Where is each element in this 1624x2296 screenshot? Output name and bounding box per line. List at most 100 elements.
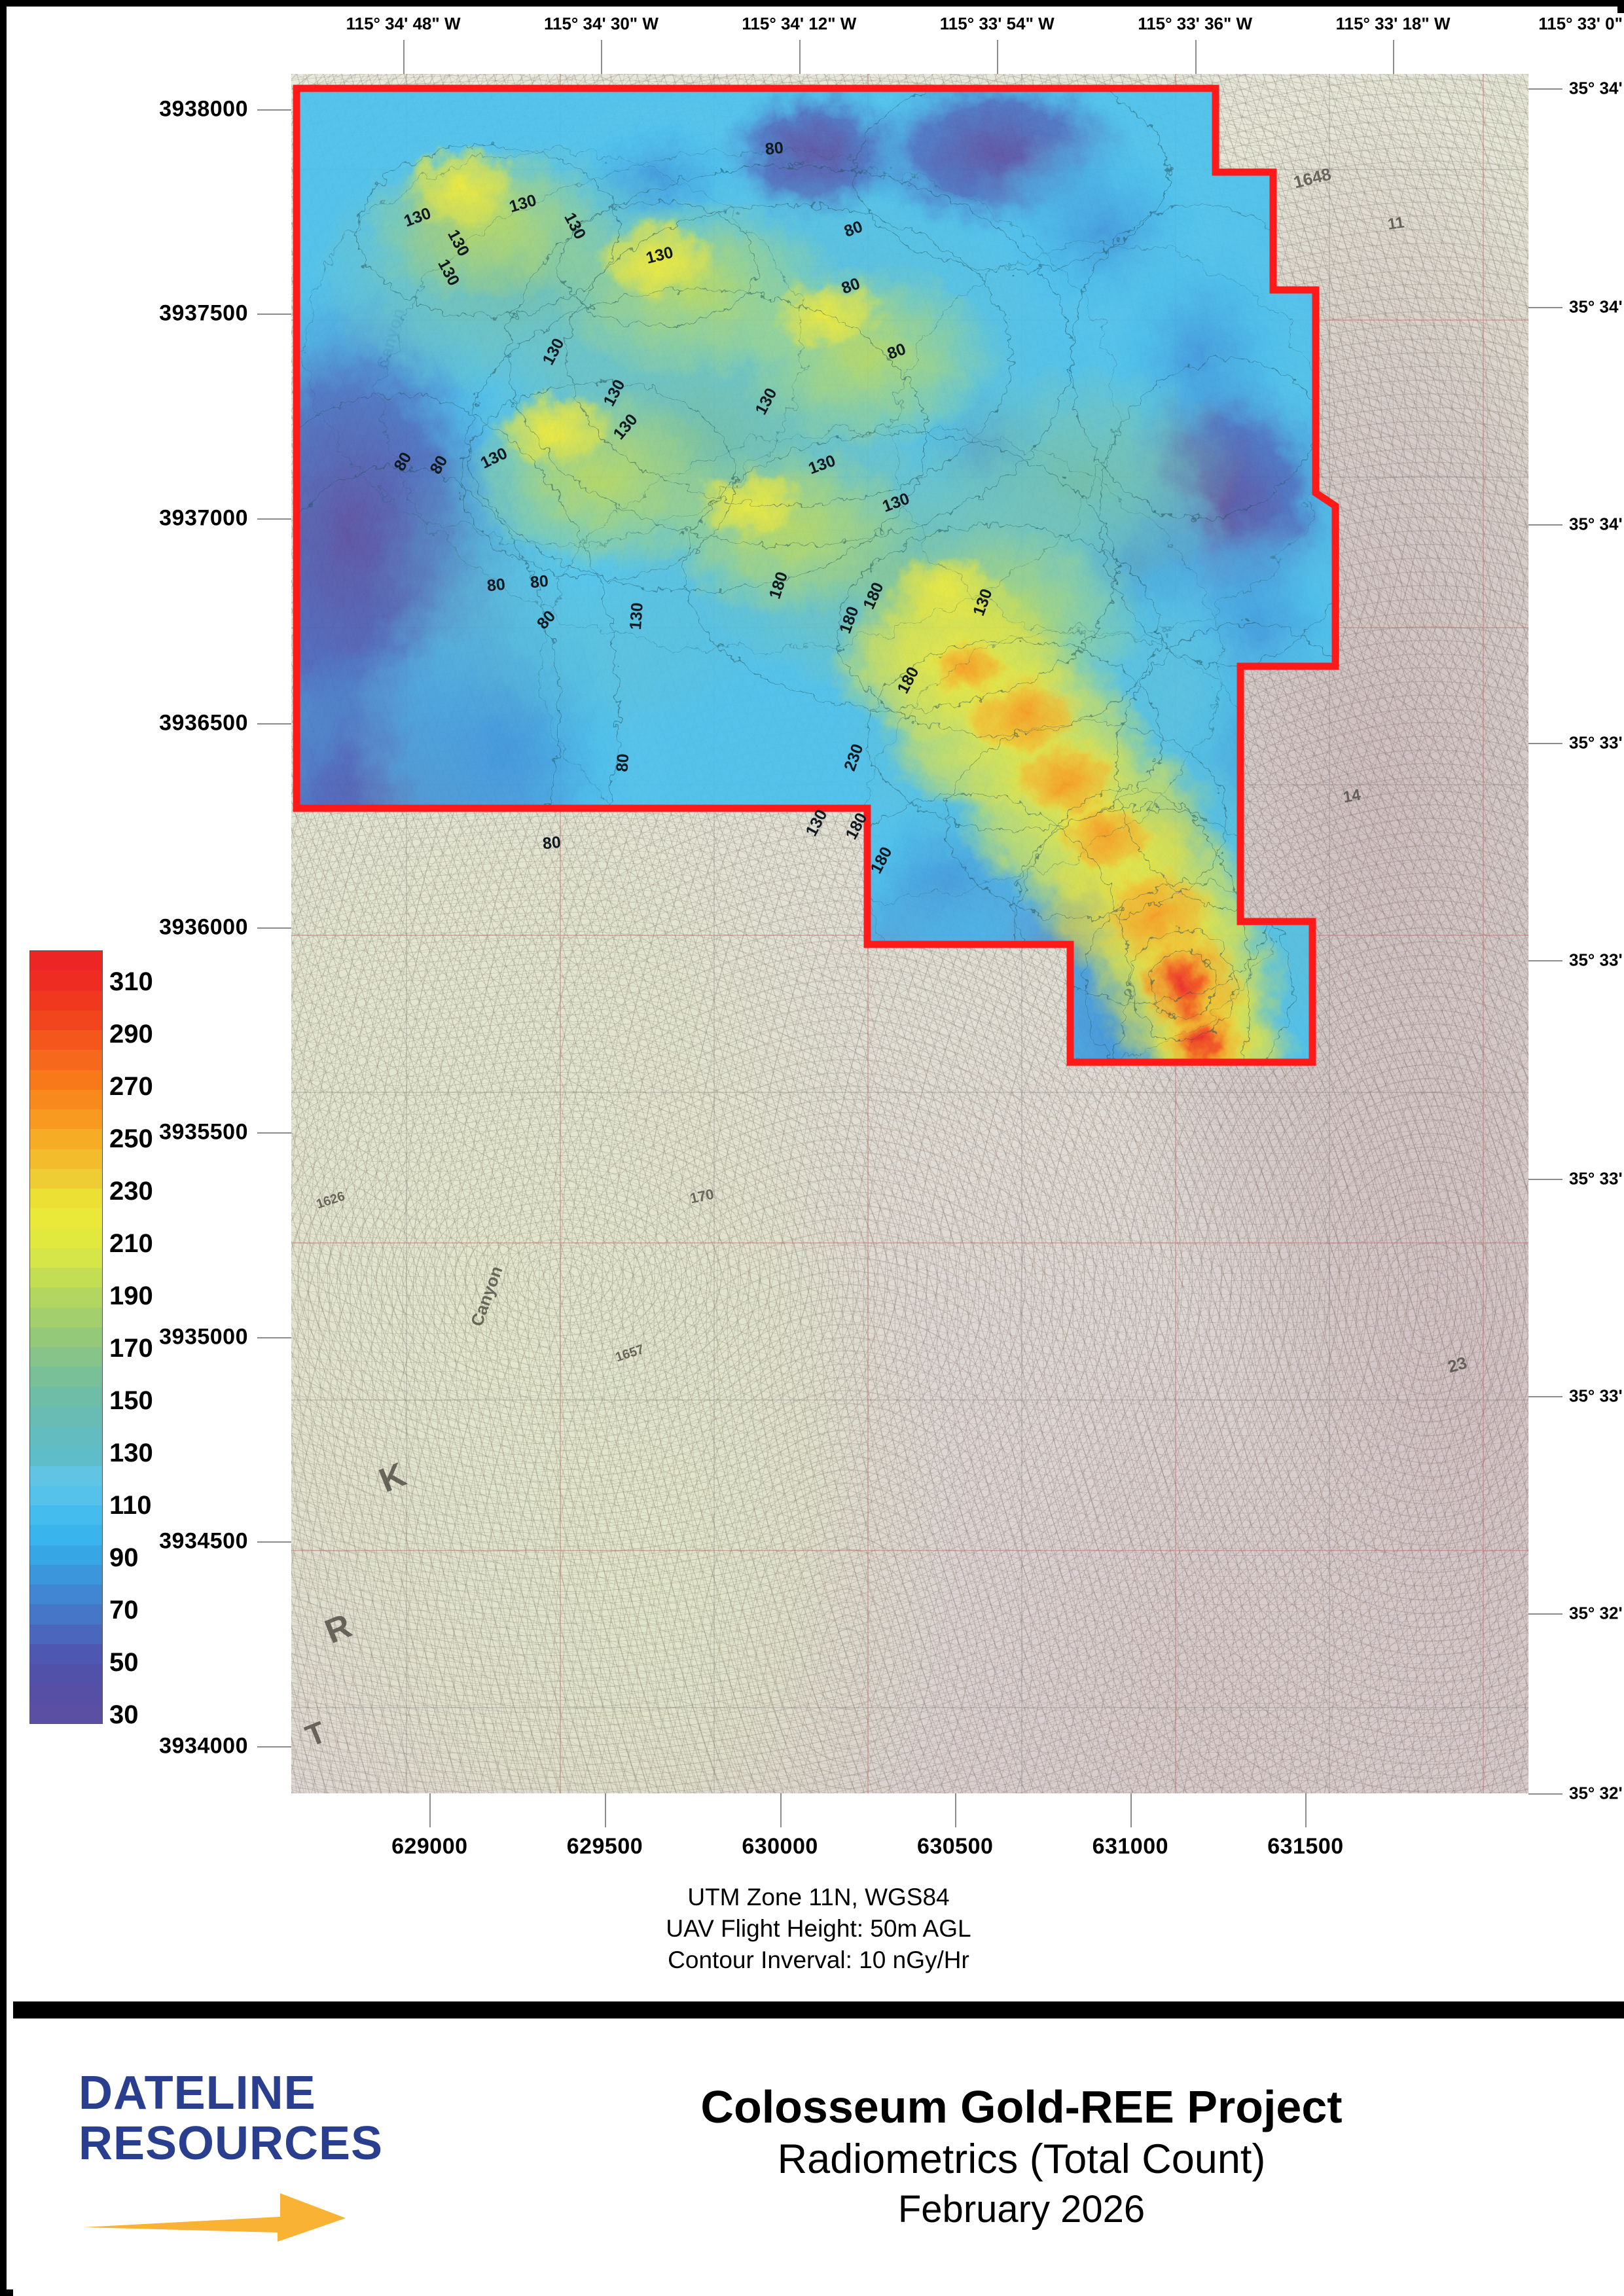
colorbar-band-30 bbox=[30, 1545, 102, 1565]
colorbar-label-170: 170 bbox=[109, 1334, 153, 1363]
tick-lon-3 bbox=[997, 40, 998, 74]
lon-label-3: 115° 33' 54" W bbox=[939, 14, 1055, 33]
easting-label-1: 629500 bbox=[566, 1834, 643, 1859]
colorbar-label-30: 30 bbox=[109, 1700, 139, 1729]
tick-lat-8 bbox=[1528, 1793, 1562, 1795]
colorbar-band-13 bbox=[30, 1208, 102, 1229]
northing-label-0: 3938000 bbox=[159, 96, 248, 122]
tick-lon-2 bbox=[799, 40, 801, 74]
tick-lon-5 bbox=[1393, 40, 1394, 74]
colorbar-band-32 bbox=[30, 1585, 102, 1605]
tick-northing-1 bbox=[257, 314, 291, 315]
colorbar-band-11 bbox=[30, 1168, 102, 1189]
map-subtitle: Radiometrics (Total Count) bbox=[777, 2136, 1266, 2182]
tick-easting-3 bbox=[955, 1793, 956, 1827]
colorbar-band-17 bbox=[30, 1287, 102, 1308]
lat-label-5: 35° 33' 18" N bbox=[1569, 1168, 1624, 1189]
colorbar-gradient bbox=[29, 950, 103, 1724]
contour-label-80-0: 80 bbox=[764, 138, 785, 159]
lon-label-1: 115° 34' 30" W bbox=[543, 14, 659, 33]
colorbar-band-18 bbox=[30, 1307, 102, 1327]
tick-lat-3 bbox=[1528, 743, 1562, 744]
colorbar-band-27 bbox=[30, 1485, 102, 1505]
colorbar-band-12 bbox=[30, 1189, 102, 1209]
title-block-footer: DATELINE RESOURCES Colosseum Gold-REE Pr… bbox=[13, 2018, 1624, 2296]
colorbar-band-16 bbox=[30, 1268, 102, 1288]
map-caption: UTM Zone 11N, WGS84 UAV Flight Height: 5… bbox=[13, 1882, 1624, 1976]
colorbar-band-0 bbox=[30, 951, 102, 971]
colorbar-band-22 bbox=[30, 1386, 102, 1407]
northing-label-7: 3934500 bbox=[159, 1528, 248, 1554]
logo-text-line2: RESOURCES bbox=[79, 2117, 384, 2170]
lon-label-6: 115° 33' 0" W bbox=[1538, 14, 1624, 33]
colorbar-label-250: 250 bbox=[109, 1124, 153, 1153]
lon-label-5: 115° 33' 18" W bbox=[1335, 14, 1451, 33]
caption-line-contour-interval: Contour Inverval: 10 nGy/Hr bbox=[668, 1946, 969, 1974]
caption-line-projection: UTM Zone 11N, WGS84 bbox=[687, 1884, 950, 1910]
colorbar-label-270: 270 bbox=[109, 1072, 153, 1101]
colorbar-band-1 bbox=[30, 971, 102, 991]
lat-label-2: 35° 34' 12" N bbox=[1569, 514, 1624, 534]
colorbar-label-70: 70 bbox=[109, 1596, 139, 1624]
colorbar-band-33 bbox=[30, 1604, 102, 1624]
lat-label-0: 35° 34' 48" N bbox=[1569, 78, 1624, 98]
tick-northing-2 bbox=[257, 518, 291, 520]
tick-northing-6 bbox=[257, 1337, 291, 1338]
colorbar-band-24 bbox=[30, 1426, 102, 1446]
lat-label-3: 35° 33' 54" N bbox=[1569, 732, 1624, 753]
colorbar-band-21 bbox=[30, 1367, 102, 1387]
colorbar-label-150: 150 bbox=[109, 1386, 153, 1415]
tick-easting-0 bbox=[429, 1793, 431, 1827]
easting-label-0: 629000 bbox=[391, 1834, 468, 1859]
colorbar-band-19 bbox=[30, 1327, 102, 1347]
easting-label-2: 630000 bbox=[742, 1834, 818, 1859]
colorbar-band-3 bbox=[30, 1010, 102, 1030]
colorbar-band-7 bbox=[30, 1089, 102, 1109]
map-panel: CanyonCanyonKRT164823141117016571626 bbox=[13, 13, 1624, 2001]
colorbar-band-28 bbox=[30, 1505, 102, 1526]
map-date: February 2026 bbox=[897, 2187, 1146, 2231]
colorbar-band-25 bbox=[30, 1446, 102, 1466]
company-logo[interactable]: DATELINE RESOURCES bbox=[13, 2068, 497, 2246]
tick-lon-1 bbox=[601, 40, 602, 74]
colorbar-band-9 bbox=[30, 1129, 102, 1149]
lat-label-1: 35° 34' 30" N bbox=[1569, 296, 1624, 317]
northing-label-8: 3934000 bbox=[159, 1733, 248, 1759]
northing-label-1: 3937500 bbox=[159, 300, 248, 326]
tick-easting-2 bbox=[780, 1793, 782, 1827]
colorbar-label-290: 290 bbox=[109, 1020, 153, 1049]
tick-northing-3 bbox=[257, 723, 291, 725]
colorbar-band-4 bbox=[30, 1030, 102, 1050]
colorbar-label-230: 230 bbox=[109, 1177, 153, 1206]
easting-label-4: 631000 bbox=[1092, 1834, 1169, 1859]
colorbar-label-210: 210 bbox=[109, 1229, 153, 1258]
project-title: Colosseum Gold-REE Project bbox=[700, 2081, 1343, 2132]
colorbar-label-50: 50 bbox=[109, 1648, 139, 1677]
map-canvas[interactable]: CanyonCanyonKRT164823141117016571626 bbox=[291, 74, 1528, 1793]
colorbar-band-20 bbox=[30, 1347, 102, 1367]
tick-lat-4 bbox=[1528, 960, 1562, 961]
colorbar-label-130: 130 bbox=[109, 1439, 153, 1467]
colorbar-band-15 bbox=[30, 1247, 102, 1268]
colorbar-band-29 bbox=[30, 1525, 102, 1545]
colorbar-band-23 bbox=[30, 1406, 102, 1426]
northing-label-6: 3935000 bbox=[159, 1324, 248, 1350]
tick-lat-7 bbox=[1528, 1613, 1562, 1615]
map-title-block: Colosseum Gold-REE Project Radiometrics … bbox=[497, 2081, 1624, 2234]
colorbar-band-34 bbox=[30, 1624, 102, 1644]
caption-line-flight-height: UAV Flight Height: 50m AGL bbox=[666, 1915, 971, 1943]
colorbar-label-90: 90 bbox=[109, 1543, 139, 1572]
lat-label-6: 35° 33' 0" N bbox=[1569, 1386, 1624, 1406]
right-arrow-icon bbox=[84, 2171, 497, 2246]
lon-label-2: 115° 34' 12" W bbox=[742, 14, 857, 33]
easting-label-5: 631500 bbox=[1267, 1834, 1344, 1859]
tick-easting-1 bbox=[605, 1793, 606, 1827]
tick-lat-5 bbox=[1528, 1179, 1562, 1180]
contour-label-80-28: 80 bbox=[613, 753, 633, 772]
northing-label-5: 3935500 bbox=[159, 1119, 248, 1145]
contour-label-80-33: 80 bbox=[541, 833, 562, 853]
northing-label-2: 3937000 bbox=[159, 505, 248, 531]
radiometric-raster-layer bbox=[291, 74, 1528, 1793]
northing-label-4: 3936000 bbox=[159, 914, 248, 940]
